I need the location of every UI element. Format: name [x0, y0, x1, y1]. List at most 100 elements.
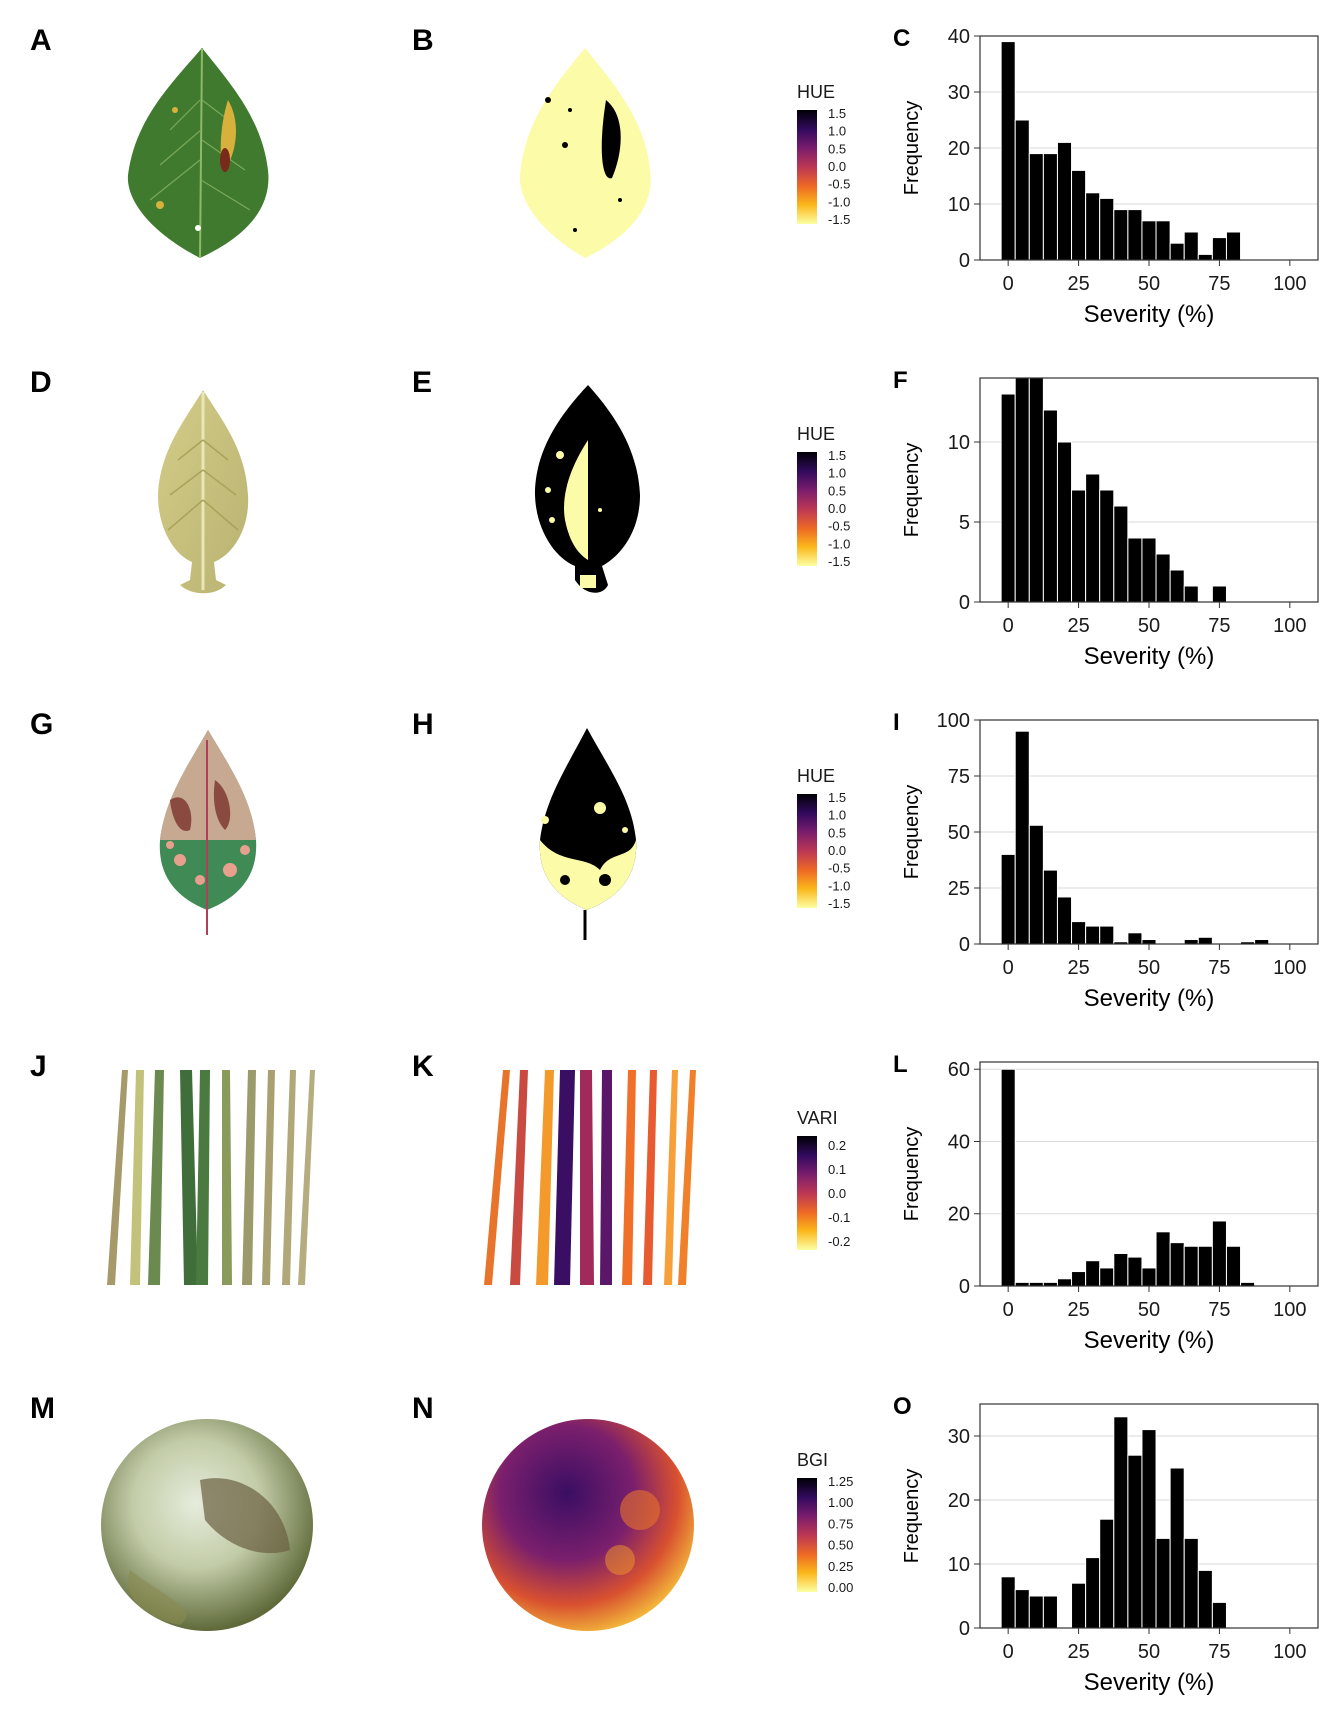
y-tick-label: 10	[948, 1554, 970, 1576]
x-tick-label: 100	[1273, 1299, 1306, 1321]
histogram-bar	[1099, 925, 1115, 945]
histogram-bar	[1155, 553, 1171, 603]
dish-photo-m	[101, 1419, 313, 1631]
x-tick-label: 25	[1067, 1641, 1089, 1663]
grass-photo-j	[107, 1070, 315, 1285]
histogram-bar	[1085, 473, 1101, 603]
histogram-bar	[1141, 1267, 1157, 1287]
histogram-bar	[1127, 537, 1143, 603]
y-tick-label: 50	[948, 822, 970, 844]
y-tick-label: 0	[959, 592, 970, 614]
histogram-bar	[1071, 1271, 1087, 1287]
histogram-bar	[1056, 896, 1073, 945]
histogram-bar	[1071, 169, 1087, 261]
histogram-bar	[1183, 585, 1199, 603]
colorbar-tick-label: -0.2	[828, 1234, 850, 1249]
hue-mask-e	[535, 385, 640, 593]
panel-label-i: I	[893, 709, 900, 736]
histogram-bar	[1000, 853, 1016, 945]
histogram-bar	[1141, 220, 1157, 261]
colorbar-tick-label: 0.00	[828, 1580, 853, 1595]
x-tick-label: 100	[1273, 615, 1306, 637]
histogram-bar	[1028, 824, 1044, 945]
y-tick-label: 10	[948, 432, 970, 454]
colorbar-tick-label: 0.75	[828, 1516, 853, 1531]
x-tick-label: 0	[1003, 273, 1014, 295]
panel-label-h: H	[412, 708, 434, 741]
histogram-bar	[1085, 192, 1101, 261]
colorbar-title-b: HUE	[797, 82, 835, 102]
hue-mask-h	[539, 728, 637, 940]
histogram-bar	[1127, 1454, 1143, 1629]
histogram-bar	[1099, 1267, 1115, 1287]
histogram-bar	[1056, 1278, 1073, 1287]
y-tick-label: 0	[959, 1276, 970, 1298]
histogram-bar	[1028, 153, 1044, 261]
histogram-bar	[1014, 377, 1030, 603]
leaf-photo-a	[127, 47, 269, 259]
histogram-bar	[1014, 119, 1030, 261]
colorbar-title-e: HUE	[797, 424, 835, 444]
colorbar-tick-label: 0.0	[828, 843, 846, 858]
y-axis-title: Frequency	[901, 1127, 923, 1222]
x-tick-label: 25	[1067, 615, 1089, 637]
panel-label-b: B	[412, 24, 434, 57]
colorbar-tick-label: -1.5	[828, 554, 850, 569]
colorbar-tick-label: -0.1	[828, 1210, 850, 1225]
panel-label-n: N	[412, 1392, 434, 1425]
colorbar-tick-label: 0.5	[828, 141, 846, 156]
colorbar-tick-label: -0.5	[828, 861, 850, 876]
colorbar-tick-label: -1.0	[828, 194, 850, 209]
colorbar-b: HUE 1.5 1.0 0.5 0.0 -0.5 -1.0 -1.5	[797, 82, 850, 227]
histogram-bar	[1042, 1595, 1058, 1629]
x-tick-label: 75	[1208, 957, 1230, 979]
x-axis-title: Severity (%)	[1084, 1327, 1215, 1354]
histogram-bar	[1183, 1245, 1199, 1287]
histogram-bar	[1042, 869, 1058, 945]
histogram-bar	[1014, 730, 1030, 945]
x-axis-title: Severity (%)	[1084, 1669, 1215, 1696]
histogram-bar	[1127, 209, 1143, 261]
x-axis-title: Severity (%)	[1084, 301, 1215, 328]
histogram-bar	[1085, 1260, 1101, 1287]
histogram-bar	[1028, 1595, 1044, 1629]
panel-label-e: E	[412, 366, 432, 399]
colorbar-tick-label: -1.0	[828, 536, 850, 551]
colorbar-tick-label: 0.5	[828, 825, 846, 840]
x-tick-label: 50	[1138, 1299, 1160, 1321]
x-tick-label: 100	[1273, 1641, 1306, 1663]
x-tick-label: 50	[1138, 957, 1160, 979]
y-tick-label: 20	[948, 1490, 970, 1512]
histogram-c: 0 10 20 30 40 0 25 50 75 100 Severity (%) Frequency	[901, 26, 1319, 328]
colorbar-k: VARI 0.2 0.1 0.0 -0.1 -0.2	[797, 1108, 850, 1250]
x-tick-label: 75	[1208, 273, 1230, 295]
histogram-bar	[1197, 1569, 1213, 1629]
y-tick-label: 10	[948, 194, 970, 216]
histogram-bar	[1071, 921, 1087, 945]
colorbar-tick-label: 0.50	[828, 1538, 853, 1553]
histogram-bar	[1014, 1589, 1030, 1629]
histogram-bar	[1056, 441, 1073, 603]
histogram-bar	[1099, 1518, 1115, 1629]
colorbar-tick-label: 1.00	[828, 1495, 853, 1510]
histogram-bar	[1099, 197, 1115, 261]
histogram-bar	[1113, 209, 1129, 261]
panel-label-o: O	[893, 1393, 912, 1420]
histogram-bar	[1127, 932, 1143, 945]
x-tick-label: 75	[1208, 615, 1230, 637]
x-tick-label: 25	[1067, 957, 1089, 979]
colorbar-tick-label: -1.0	[828, 878, 850, 893]
panel-label-m: M	[30, 1392, 55, 1425]
leaf-photo-g	[159, 730, 257, 935]
y-axis-title: Frequency	[901, 1469, 923, 1564]
hue-mask-b	[519, 48, 651, 258]
histogram-bar	[1169, 569, 1185, 603]
y-tick-label: 100	[937, 710, 970, 732]
histogram-bar	[1197, 1245, 1213, 1287]
colorbar-tick-label: 1.25	[828, 1474, 853, 1489]
histogram-bar	[1211, 585, 1227, 603]
panel-label-d: D	[30, 366, 52, 399]
vari-map-k	[484, 1070, 696, 1285]
histogram-bar	[1197, 936, 1213, 945]
